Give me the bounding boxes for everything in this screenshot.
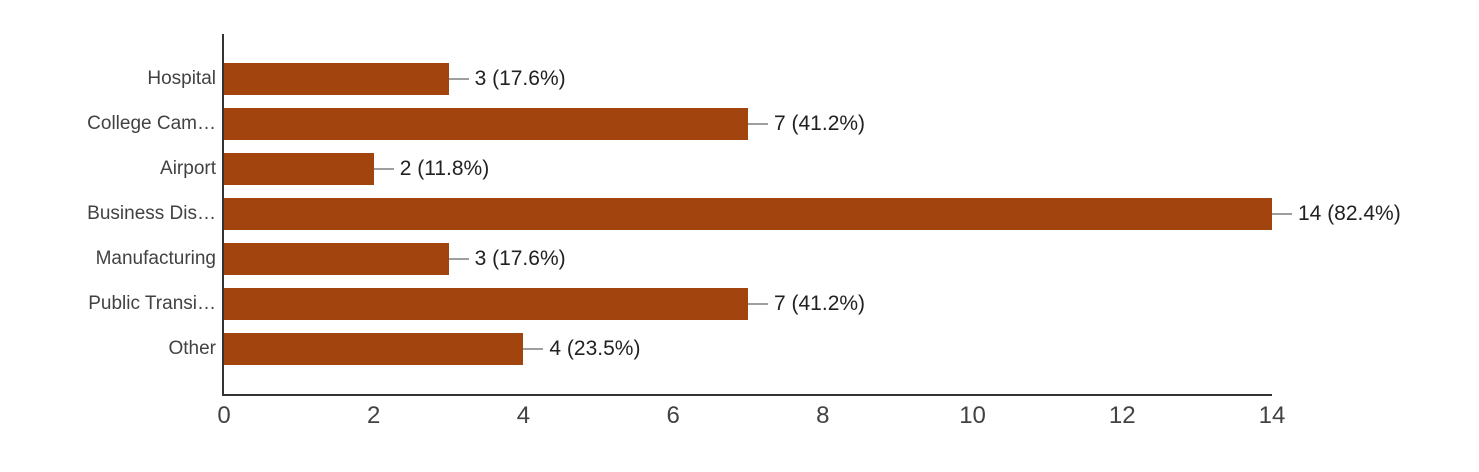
category-label: Hospital bbox=[147, 68, 216, 89]
value-leader-line bbox=[448, 78, 469, 80]
bar-value-label: 2 (11.8%) bbox=[399, 157, 490, 180]
value-leader-line bbox=[448, 258, 469, 260]
category-label: Manufacturing bbox=[95, 248, 216, 269]
category-label: Public Transi… bbox=[88, 293, 216, 314]
x-tick-label: 0 bbox=[217, 402, 231, 429]
x-tick-label: 2 bbox=[367, 402, 381, 429]
category-label: College Cam… bbox=[87, 113, 216, 134]
value-leader-line bbox=[1272, 213, 1292, 215]
bar[interactable] bbox=[224, 288, 748, 320]
x-tick-label: 12 bbox=[1108, 402, 1136, 429]
x-tick-label: 8 bbox=[816, 402, 830, 429]
category-label: Other bbox=[168, 338, 216, 359]
bar[interactable] bbox=[224, 153, 374, 185]
bar-value-label: 14 (82.4%) bbox=[1298, 202, 1401, 225]
value-leader-line bbox=[748, 303, 768, 305]
bar[interactable] bbox=[224, 243, 449, 275]
bar-value-label: 7 (41.2%) bbox=[774, 292, 866, 315]
bar-value-label: 7 (41.2%) bbox=[774, 112, 866, 135]
category-label: Airport bbox=[160, 158, 216, 179]
bar[interactable] bbox=[224, 198, 1272, 230]
category-label: Business Dis… bbox=[87, 203, 216, 224]
value-leader-line bbox=[373, 168, 394, 170]
bar-value-label: 4 (23.5%) bbox=[549, 337, 641, 360]
bar[interactable] bbox=[224, 333, 524, 365]
x-tick-label: 14 bbox=[1258, 402, 1286, 429]
bar[interactable] bbox=[224, 108, 748, 140]
x-tick-label: 4 bbox=[516, 402, 531, 429]
bar[interactable] bbox=[224, 63, 449, 95]
x-tick-label: 10 bbox=[959, 402, 986, 429]
bar-value-label: 3 (17.6%) bbox=[474, 67, 566, 90]
value-leader-line bbox=[748, 123, 768, 125]
x-tick-label: 6 bbox=[666, 402, 680, 429]
bar-value-label: 3 (17.6%) bbox=[474, 247, 566, 270]
y-axis-line bbox=[222, 34, 224, 396]
value-leader-line bbox=[523, 348, 544, 350]
x-axis-line bbox=[222, 394, 1272, 396]
